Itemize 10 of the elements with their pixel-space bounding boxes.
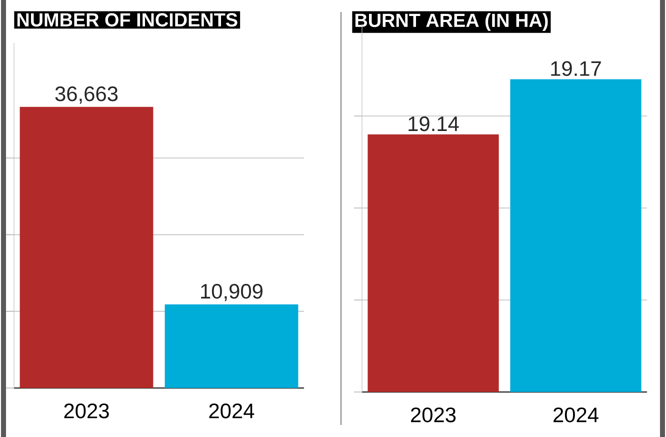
x-tick-label: 2024	[554, 408, 598, 422]
chart-title: NUMBER OF INCIDENTS	[17, 13, 238, 27]
x-tick-label: 2023	[64, 404, 109, 418]
data-label: 19.14	[408, 116, 459, 132]
data-label: 36,663	[55, 86, 118, 104]
data-label: 10,909	[201, 284, 262, 302]
x-tick-label: 2024	[209, 404, 254, 418]
data-label: 19.17	[551, 61, 601, 76]
x-tick-label: 2023	[411, 408, 456, 422]
chart-title: BURNT AREA (IN HA)	[355, 13, 548, 31]
